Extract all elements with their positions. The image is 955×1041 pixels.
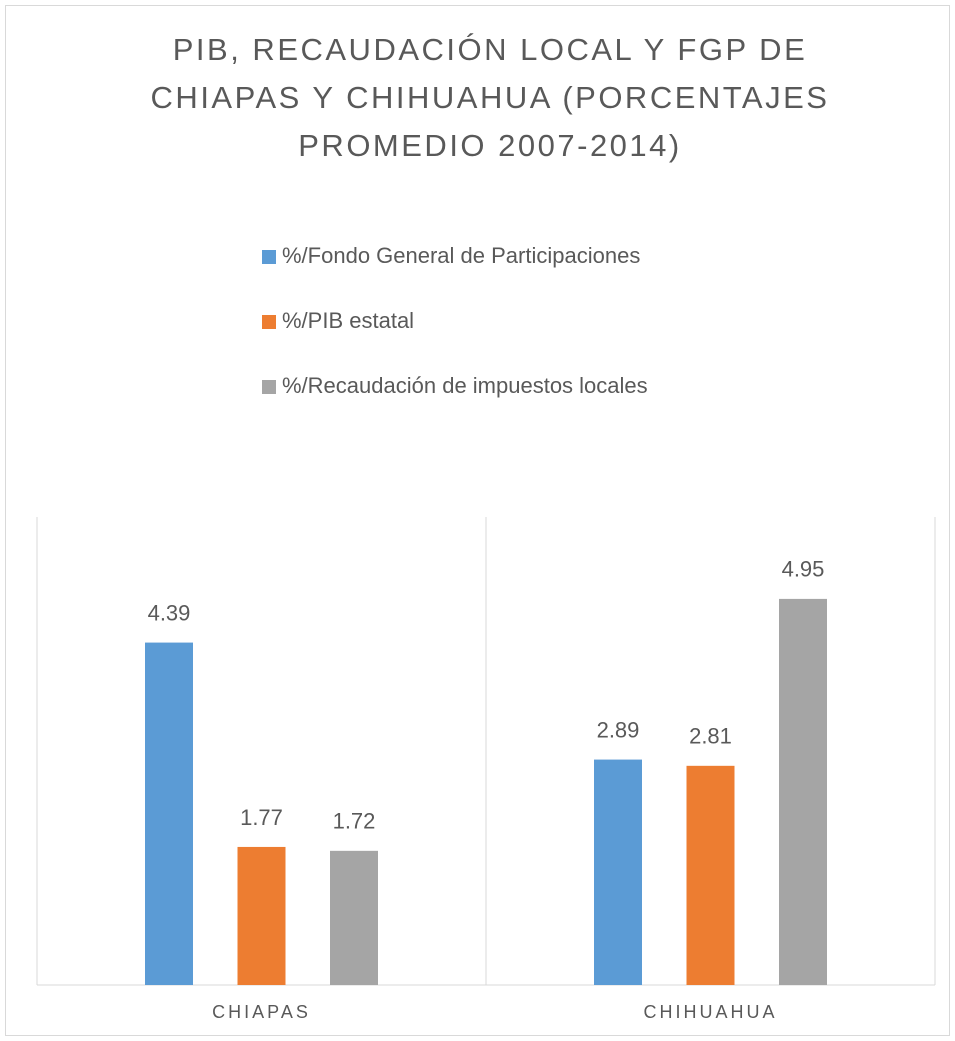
legend-label: %/PIB estatal — [282, 308, 414, 333]
chart-title: PROMEDIO 2007-2014) — [298, 128, 681, 163]
data-label: 1.72 — [333, 809, 376, 834]
data-label: 2.89 — [597, 717, 640, 742]
legend-swatch — [262, 250, 276, 264]
x-tick-label: CHIHUAHUA — [643, 1002, 777, 1022]
data-label: 1.77 — [240, 805, 283, 830]
bar — [686, 765, 735, 985]
legend-label: %/Recaudación de impuestos locales — [282, 373, 648, 398]
legend-swatch — [262, 315, 276, 329]
bar — [237, 846, 286, 985]
data-label: 4.95 — [782, 557, 825, 582]
data-label: 4.39 — [148, 600, 191, 625]
chart-title: CHIAPAS Y CHIHUAHUA (PORCENTAJES — [151, 80, 830, 115]
chart-title: PIB, RECAUDACIÓN LOCAL Y FGP DE — [173, 32, 808, 67]
bar — [779, 598, 827, 985]
x-tick-label: CHIAPAS — [212, 1002, 311, 1022]
legend-swatch — [262, 380, 276, 394]
legend-label: %/Fondo General de Participaciones — [282, 243, 640, 268]
bar — [594, 759, 642, 985]
bar — [330, 850, 378, 985]
bar — [145, 642, 193, 985]
data-label: 2.81 — [689, 724, 732, 749]
